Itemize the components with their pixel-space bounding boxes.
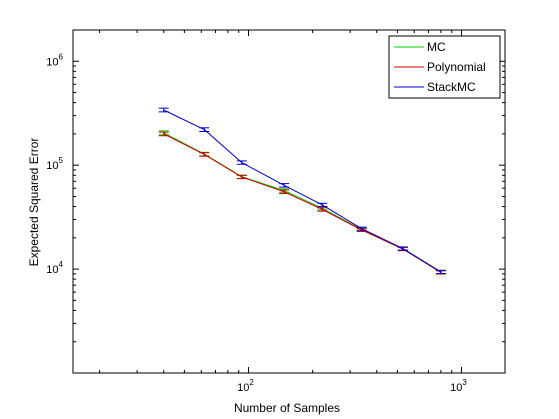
error-bar-stackmc (199, 127, 210, 132)
y-tick-label: 104 (46, 260, 63, 276)
x-tick-labels: 102 103 (237, 378, 467, 394)
series-line-stackmc (163, 109, 442, 273)
y-axis-label: Expected Squared Error (27, 138, 41, 267)
series-stackmc (158, 107, 446, 274)
error-bar-stackmc (236, 160, 247, 165)
x-tick-label: 102 (237, 378, 254, 394)
legend: MC Polynomial StackMC (388, 35, 501, 99)
y-tick-label: 106 (46, 52, 63, 68)
series-line-polynomial (163, 133, 442, 273)
legend-label-mc: MC (427, 40, 446, 54)
error-bar-polynomial (317, 207, 328, 212)
error-bar-polynomial (279, 189, 290, 195)
x-axis-label: Number of Samples (234, 401, 340, 415)
legend-label-polynomial: Polynomial (427, 60, 486, 74)
y-tick-label: 105 (46, 156, 63, 172)
error-bar-stackmc (317, 202, 328, 208)
error-bar-stackmc (158, 107, 169, 113)
x-tick-label: 103 (450, 378, 467, 394)
error-bar-polynomial (158, 131, 169, 137)
error-bar-polynomial (199, 152, 210, 157)
y-tick-labels: 104 105 106 (46, 52, 63, 276)
error-bar-stackmc (435, 269, 446, 274)
error-bar-stackmc (279, 183, 290, 188)
error-bar-stackmc (397, 246, 408, 251)
error-bar-polynomial (236, 174, 247, 180)
series-layer (158, 107, 446, 275)
error-bar-stackmc (356, 226, 367, 231)
legend-label-stackmc: StackMC (427, 80, 476, 94)
axis-ticks (73, 29, 505, 374)
